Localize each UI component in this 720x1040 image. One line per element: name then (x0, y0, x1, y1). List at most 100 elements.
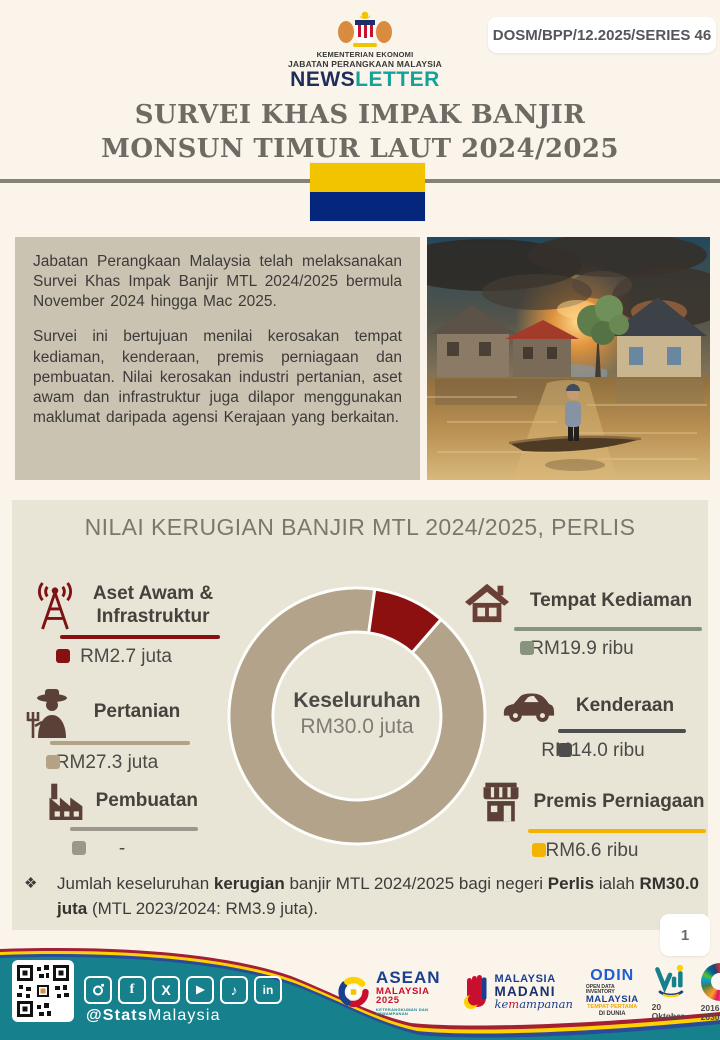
legend-value: - (118, 837, 126, 859)
footer-wave-background (0, 948, 720, 1040)
social-icons-row: f X ♪ in (84, 976, 282, 1004)
page-title-line1: SURVEI KHAS IMPAK BANJIR (134, 100, 586, 130)
legend-label: Pertanian (93, 700, 181, 722)
department-name: JABATAN PERANGKAAN MALAYSIA (287, 59, 442, 69)
factory-icon (49, 783, 83, 821)
odin-subtitle: OPEN DATA INVENTORY (585, 983, 615, 995)
perlis-flag-blue (310, 192, 425, 221)
x-icon[interactable]: X (152, 976, 180, 1004)
legend-underline (70, 827, 198, 831)
house-icon (464, 583, 510, 623)
legend-value: RM19.9 ribu (530, 637, 634, 659)
legend-swatch (558, 742, 572, 757)
legend-underline (50, 741, 190, 745)
legend-value: RM27.3 juta (55, 751, 159, 773)
chart-title: NILAI KERUGIAN BANJIR MTL 2024/2025, PER… (84, 514, 636, 540)
legend-item-pembuatan: Pembuatan - (46, 778, 198, 860)
intro-paragraph-2: Survei ini bertujuan menilai kerosakan t… (33, 328, 402, 426)
legend-value: RM6.6 ribu (545, 839, 639, 861)
madani-hand-icon (463, 975, 487, 1009)
madani-script: kemampanan (494, 996, 573, 1011)
footer-teal-area (0, 957, 720, 1040)
asean-swirl-icon (338, 976, 369, 1008)
legend-value-row: RM2.7 juta (32, 646, 220, 668)
dosm-logo-block: KEMENTERIAN EKONOMI JABATAN PERANGKAAN M… (285, 10, 445, 91)
asean-wordmark: ASEAN (376, 967, 441, 987)
donut-center-label: Keseluruhan RM30.0 juta (257, 688, 457, 741)
note-text: Jumlah keseluruhan kerugian banjir MTL 2… (57, 874, 699, 918)
legend-value: RM2.7 juta (80, 645, 172, 667)
donut-segment-aset-awam (367, 587, 444, 655)
donut-segment-pertanian (227, 586, 487, 846)
legend-item-kenderaan: Kenderaan RM14.0 ribu (500, 686, 686, 762)
madani-line2: MADANI (494, 984, 556, 999)
legend-swatch (520, 640, 534, 655)
intro-paragraph-1: Jabatan Perangkaan Malaysia telah melaks… (33, 253, 402, 311)
legend-swatch (56, 648, 70, 663)
sdg-years-label: 2016 - 2030 (700, 1002, 720, 1022)
legend-value-row: RM14.0 ribu (500, 740, 686, 762)
farmer-icon (26, 689, 67, 738)
linkedin-icon[interactable]: in (254, 976, 282, 1004)
asean-subtitle: MALAYSIA 2025 (376, 985, 430, 1006)
facebook-icon[interactable]: f (118, 976, 146, 1004)
legend-label: Kenderaan (575, 694, 675, 716)
sdg-logo: 2016 - 2030 (700, 962, 720, 1022)
legend-swatch (532, 842, 546, 857)
legend-value-row: RM27.3 juta (24, 752, 190, 774)
mss-date-label: 20 Oktober (651, 1001, 685, 1021)
instagram-icon[interactable] (84, 976, 112, 1004)
donut-center-title: Keseluruhan (293, 689, 421, 712)
perlis-flag-yellow (310, 163, 425, 192)
legend-label: Premis Perniagaan (533, 790, 705, 812)
legend-label: Aset Awam & Infrastruktur (92, 583, 214, 627)
page-number: 1 (660, 914, 710, 956)
sdg-wheel-icon (700, 962, 720, 1001)
radio-tower-icon (38, 582, 72, 630)
legend-item-premis-perniagaan: Premis Perniagaan RM6.6 ribu (478, 778, 706, 862)
asean-tagline: KETERANGKUMAN DAN KEMAMPANAN (376, 1006, 429, 1016)
legend-label: Tempat Kediaman (529, 589, 693, 611)
ministry-name: KEMENTERIAN EKONOMI (316, 50, 414, 59)
malaysia-madani-logo: MALAYSIA MADANI kemampanan (461, 971, 573, 1013)
car-icon (503, 693, 555, 722)
odin-wordmark: ODIN (590, 966, 635, 984)
legend-underline (528, 829, 706, 833)
flood-photo (427, 237, 710, 480)
legend-swatch (72, 840, 86, 855)
statistics-day-icon (654, 964, 684, 997)
asean-2025-logo: ASEAN MALAYSIA 2025 KETERANGKUMAN DAN KE… (336, 969, 448, 1016)
mss-20-oktober-logo: 20 Oktober (652, 964, 688, 1021)
madani-line1: MALAYSIA (494, 973, 556, 985)
legend-item-pertanian: Pertanian RM27.3 juta (24, 686, 190, 774)
newsletter-wordmark: NEWSLETTER (290, 68, 440, 91)
odin-rank1: TEMPAT PERTAMA (587, 1004, 638, 1010)
odin-rank2: DI DUNIA (598, 1010, 626, 1017)
legend-value-row: - (46, 838, 198, 860)
malaysia-coat-of-arms-icon (338, 11, 392, 47)
page-title-line2: MONSUN TIMUR LAUT 2024/2025 (101, 134, 619, 165)
legend-item-aset-awam: Aset Awam & Infrastruktur RM2.7 juta (32, 580, 220, 668)
odin-logo: ODIN OPEN DATA INVENTORY MALAYSIA TEMPAT… (585, 966, 639, 1017)
legend-underline (514, 627, 702, 631)
summary-note: ❖ Jumlah keseluruhan kerugian banjir MTL… (24, 872, 700, 921)
note-bullet-icon: ❖ (24, 875, 38, 892)
legend-swatch (46, 754, 60, 769)
legend-underline (558, 729, 686, 733)
page-title: SURVEI KHAS IMPAK BANJIR MONSUN TIMUR LA… (0, 98, 720, 167)
intro-text-box: Jabatan Perangkaan Malaysia telah melaks… (15, 237, 420, 480)
chart-section-background (12, 500, 708, 930)
legend-label: Pembuatan (95, 789, 198, 811)
legend-value-row: RM19.9 ribu (462, 638, 702, 660)
legend-item-tempat-kediaman: Tempat Kediaman RM19.9 ribu (462, 578, 702, 660)
donut-center-value: RM30.0 juta (300, 715, 414, 739)
youtube-icon[interactable] (186, 976, 214, 1004)
legend-value-row: RM6.6 ribu (478, 840, 706, 862)
legend-value: RM14.0 ribu (541, 739, 645, 761)
donut-chart (227, 586, 487, 846)
tiktok-icon[interactable]: ♪ (220, 976, 248, 1004)
social-handle: @StatsMalaysia (86, 1007, 221, 1024)
series-badge: DOSM/BPP/12.2025/SERIES 46 (488, 17, 716, 53)
shop-icon (483, 782, 519, 822)
